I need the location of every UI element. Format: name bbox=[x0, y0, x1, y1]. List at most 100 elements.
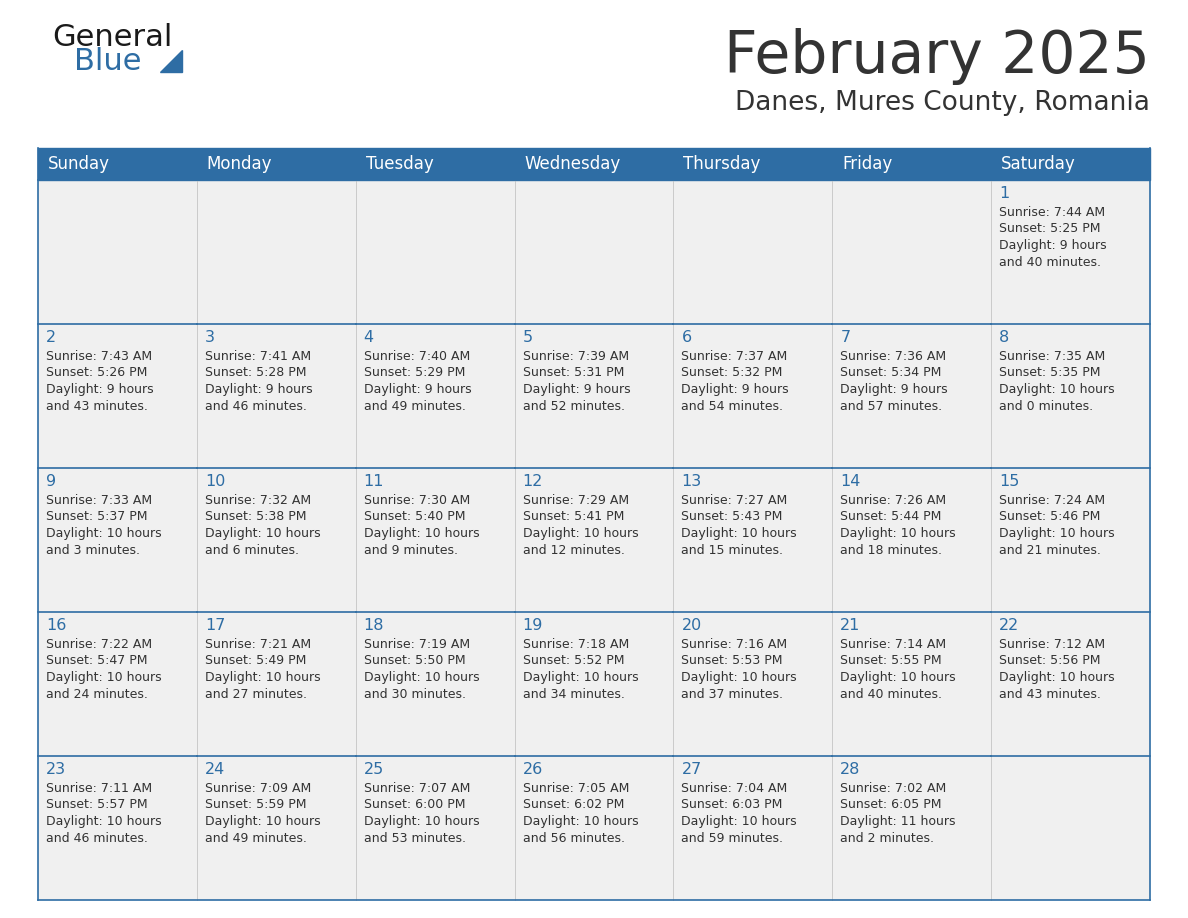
Text: Daylight: 9 hours: Daylight: 9 hours bbox=[682, 383, 789, 396]
Text: Friday: Friday bbox=[842, 155, 892, 173]
Bar bbox=[38, 324, 197, 468]
Bar bbox=[833, 180, 991, 324]
Text: 5: 5 bbox=[523, 330, 532, 345]
Text: Daylight: 10 hours: Daylight: 10 hours bbox=[523, 527, 638, 540]
Text: Sunset: 5:32 PM: Sunset: 5:32 PM bbox=[682, 366, 783, 379]
Text: Sunset: 6:02 PM: Sunset: 6:02 PM bbox=[523, 799, 624, 812]
Text: 24: 24 bbox=[204, 762, 225, 777]
Text: 28: 28 bbox=[840, 762, 860, 777]
Text: Daylight: 9 hours: Daylight: 9 hours bbox=[46, 383, 153, 396]
Text: 27: 27 bbox=[682, 762, 702, 777]
Text: and 2 minutes.: and 2 minutes. bbox=[840, 832, 934, 845]
Text: and 24 minutes.: and 24 minutes. bbox=[46, 688, 147, 700]
Text: and 9 minutes.: and 9 minutes. bbox=[364, 543, 457, 556]
Bar bbox=[991, 180, 1150, 324]
Text: Danes, Mures County, Romania: Danes, Mures County, Romania bbox=[735, 90, 1150, 116]
Text: and 15 minutes.: and 15 minutes. bbox=[682, 543, 783, 556]
Text: 17: 17 bbox=[204, 618, 226, 633]
Bar bbox=[355, 612, 514, 756]
Text: Sunrise: 7:11 AM: Sunrise: 7:11 AM bbox=[46, 782, 152, 795]
Text: Daylight: 10 hours: Daylight: 10 hours bbox=[682, 527, 797, 540]
Bar bbox=[197, 324, 355, 468]
Polygon shape bbox=[160, 50, 182, 72]
Text: 25: 25 bbox=[364, 762, 384, 777]
Text: Wednesday: Wednesday bbox=[525, 155, 621, 173]
Text: Sunset: 5:59 PM: Sunset: 5:59 PM bbox=[204, 799, 307, 812]
Text: Sunset: 5:28 PM: Sunset: 5:28 PM bbox=[204, 366, 307, 379]
Text: Sunset: 5:34 PM: Sunset: 5:34 PM bbox=[840, 366, 942, 379]
Text: and 46 minutes.: and 46 minutes. bbox=[204, 399, 307, 412]
Text: Sunrise: 7:39 AM: Sunrise: 7:39 AM bbox=[523, 350, 628, 363]
Bar bbox=[355, 468, 514, 612]
Bar bbox=[197, 468, 355, 612]
Text: Sunrise: 7:32 AM: Sunrise: 7:32 AM bbox=[204, 494, 311, 507]
Text: and 40 minutes.: and 40 minutes. bbox=[999, 255, 1101, 268]
Text: and 43 minutes.: and 43 minutes. bbox=[46, 399, 147, 412]
Bar bbox=[991, 324, 1150, 468]
Bar bbox=[355, 324, 514, 468]
Text: Sunrise: 7:44 AM: Sunrise: 7:44 AM bbox=[999, 206, 1105, 219]
Text: Sunset: 5:53 PM: Sunset: 5:53 PM bbox=[682, 655, 783, 667]
Text: Sunrise: 7:02 AM: Sunrise: 7:02 AM bbox=[840, 782, 947, 795]
Text: 21: 21 bbox=[840, 618, 860, 633]
Text: 13: 13 bbox=[682, 474, 702, 489]
Text: Sunrise: 7:33 AM: Sunrise: 7:33 AM bbox=[46, 494, 152, 507]
Text: Sunset: 5:50 PM: Sunset: 5:50 PM bbox=[364, 655, 466, 667]
Bar bbox=[674, 756, 833, 900]
Text: Daylight: 10 hours: Daylight: 10 hours bbox=[46, 815, 162, 828]
Text: and 52 minutes.: and 52 minutes. bbox=[523, 399, 625, 412]
Text: Sunrise: 7:21 AM: Sunrise: 7:21 AM bbox=[204, 638, 311, 651]
Text: Daylight: 10 hours: Daylight: 10 hours bbox=[364, 527, 479, 540]
Text: Sunset: 5:31 PM: Sunset: 5:31 PM bbox=[523, 366, 624, 379]
Text: and 12 minutes.: and 12 minutes. bbox=[523, 543, 625, 556]
Bar bbox=[514, 612, 674, 756]
Text: 19: 19 bbox=[523, 618, 543, 633]
Text: and 34 minutes.: and 34 minutes. bbox=[523, 688, 625, 700]
Text: Sunrise: 7:07 AM: Sunrise: 7:07 AM bbox=[364, 782, 470, 795]
Text: Saturday: Saturday bbox=[1001, 155, 1076, 173]
Text: Sunset: 5:43 PM: Sunset: 5:43 PM bbox=[682, 510, 783, 523]
Text: Daylight: 10 hours: Daylight: 10 hours bbox=[840, 671, 956, 684]
Text: and 0 minutes.: and 0 minutes. bbox=[999, 399, 1093, 412]
Text: 26: 26 bbox=[523, 762, 543, 777]
Text: Sunrise: 7:30 AM: Sunrise: 7:30 AM bbox=[364, 494, 470, 507]
Text: Daylight: 10 hours: Daylight: 10 hours bbox=[999, 671, 1114, 684]
Text: Sunset: 5:37 PM: Sunset: 5:37 PM bbox=[46, 510, 147, 523]
Text: and 6 minutes.: and 6 minutes. bbox=[204, 543, 299, 556]
Text: Sunrise: 7:16 AM: Sunrise: 7:16 AM bbox=[682, 638, 788, 651]
Text: 11: 11 bbox=[364, 474, 384, 489]
Text: and 56 minutes.: and 56 minutes. bbox=[523, 832, 625, 845]
Text: Sunrise: 7:19 AM: Sunrise: 7:19 AM bbox=[364, 638, 469, 651]
Text: 8: 8 bbox=[999, 330, 1010, 345]
Text: Daylight: 10 hours: Daylight: 10 hours bbox=[999, 527, 1114, 540]
Text: Sunset: 5:47 PM: Sunset: 5:47 PM bbox=[46, 655, 147, 667]
Bar bbox=[514, 180, 674, 324]
Text: Sunset: 5:35 PM: Sunset: 5:35 PM bbox=[999, 366, 1100, 379]
Text: and 46 minutes.: and 46 minutes. bbox=[46, 832, 147, 845]
Text: Daylight: 10 hours: Daylight: 10 hours bbox=[204, 527, 321, 540]
Bar bbox=[991, 756, 1150, 900]
Text: Sunrise: 7:24 AM: Sunrise: 7:24 AM bbox=[999, 494, 1105, 507]
Text: Daylight: 10 hours: Daylight: 10 hours bbox=[46, 671, 162, 684]
Bar bbox=[38, 468, 197, 612]
Text: Daylight: 10 hours: Daylight: 10 hours bbox=[682, 671, 797, 684]
Text: Sunset: 6:00 PM: Sunset: 6:00 PM bbox=[364, 799, 466, 812]
Text: 6: 6 bbox=[682, 330, 691, 345]
Text: Daylight: 11 hours: Daylight: 11 hours bbox=[840, 815, 956, 828]
Bar bbox=[833, 468, 991, 612]
Text: and 49 minutes.: and 49 minutes. bbox=[204, 832, 307, 845]
Text: Daylight: 10 hours: Daylight: 10 hours bbox=[204, 815, 321, 828]
Bar bbox=[38, 612, 197, 756]
Text: 9: 9 bbox=[46, 474, 56, 489]
Text: Sunrise: 7:22 AM: Sunrise: 7:22 AM bbox=[46, 638, 152, 651]
Text: 12: 12 bbox=[523, 474, 543, 489]
Bar bbox=[991, 468, 1150, 612]
Text: 20: 20 bbox=[682, 618, 702, 633]
Text: 23: 23 bbox=[46, 762, 67, 777]
Text: Tuesday: Tuesday bbox=[366, 155, 434, 173]
Text: Sunrise: 7:35 AM: Sunrise: 7:35 AM bbox=[999, 350, 1105, 363]
Text: Sunrise: 7:05 AM: Sunrise: 7:05 AM bbox=[523, 782, 628, 795]
Text: Blue: Blue bbox=[74, 47, 141, 76]
Text: Daylight: 10 hours: Daylight: 10 hours bbox=[204, 671, 321, 684]
Text: and 59 minutes.: and 59 minutes. bbox=[682, 832, 783, 845]
